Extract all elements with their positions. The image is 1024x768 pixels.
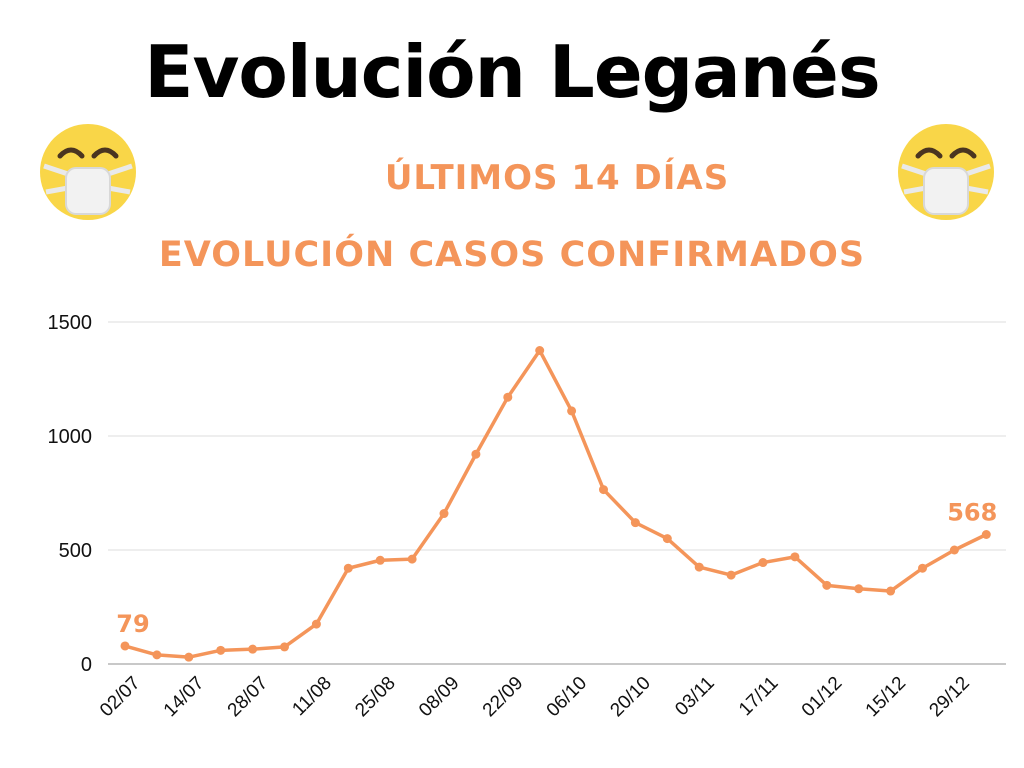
x-tick-label: 06/10 (543, 673, 591, 721)
data-point (311, 619, 321, 629)
x-tick-label: 02/07 (96, 673, 144, 721)
y-tick-label: 1500 (48, 312, 93, 334)
data-point (248, 644, 258, 654)
subtitle-last-14-days: ÚLTIMOS 14 DÍAS (384, 158, 730, 198)
data-point (503, 392, 513, 402)
data-point (439, 509, 449, 519)
x-tick-label: 20/10 (606, 673, 654, 721)
y-tick-label: 0 (81, 654, 92, 676)
x-tick-label: 08/09 (415, 673, 463, 721)
data-point (758, 558, 768, 568)
data-point (343, 563, 353, 573)
data-point (790, 552, 800, 562)
data-point (886, 586, 896, 596)
data-point (152, 650, 162, 660)
data-point (630, 518, 640, 528)
chart-title: EVOLUCIÓN CASOS CONFIRMADOS (158, 235, 866, 275)
series-line (123, 348, 989, 659)
data-point (949, 545, 959, 555)
data-point (726, 570, 736, 580)
x-tick-label: 25/08 (351, 673, 399, 721)
page-title: Evolución Leganés (144, 30, 880, 114)
data-label: 568 (947, 498, 997, 526)
x-tick-label: 28/07 (224, 673, 272, 721)
data-label: 79 (116, 610, 149, 638)
data-point (120, 641, 130, 651)
data-point (599, 485, 608, 495)
data-point (407, 554, 417, 564)
x-tick-label: 29/12 (925, 673, 973, 721)
data-point (184, 652, 194, 662)
y-tick-label: 1000 (48, 426, 93, 448)
x-tick-label: 14/07 (160, 673, 208, 721)
x-tick-label: 03/11 (671, 673, 718, 720)
data-point (918, 563, 927, 573)
y-tick-label: 500 (59, 540, 92, 562)
x-tick-label: 22/09 (479, 673, 527, 721)
x-tick-label: 11/08 (288, 673, 335, 720)
data-point (662, 534, 672, 544)
data-point (535, 346, 545, 355)
data-point (567, 406, 577, 416)
data-point (854, 584, 864, 594)
face-with-medical-mask-icon (40, 124, 136, 220)
data-point (822, 580, 832, 590)
data-point (216, 645, 226, 655)
data-point (375, 555, 385, 565)
data-point (471, 449, 481, 459)
face-with-medical-mask-icon (898, 124, 994, 220)
data-point (280, 642, 289, 652)
x-tick-label: 15/12 (862, 673, 910, 721)
data-point (694, 562, 704, 572)
data-point (981, 529, 991, 539)
x-tick-label: 17/11 (735, 673, 782, 720)
x-tick-label: 01/12 (798, 673, 846, 721)
